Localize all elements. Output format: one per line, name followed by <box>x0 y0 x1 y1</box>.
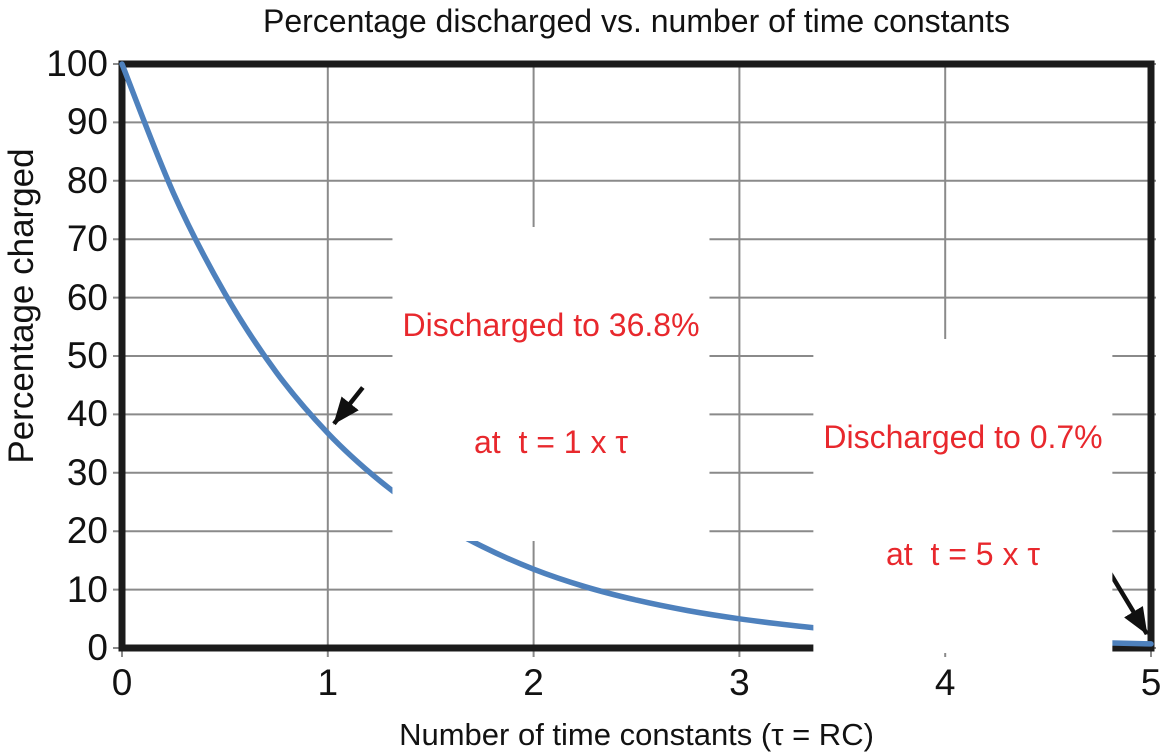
y-tick-label: 100 <box>46 43 108 84</box>
y-tick-label: 70 <box>66 218 108 260</box>
y-tick-label: 80 <box>66 159 108 201</box>
annotation-line-1: Discharged to 36.8% <box>402 307 700 343</box>
x-tick-label: 5 <box>1140 662 1160 703</box>
x-tick-label: 1 <box>317 662 339 703</box>
annotation-arrow <box>332 386 365 426</box>
y-tick-label: 40 <box>66 393 108 435</box>
y-tick-label: 0 <box>87 627 108 668</box>
y-tick-label: 60 <box>66 276 108 318</box>
annotation-line-1: Discharged to 0.7% <box>823 419 1103 455</box>
x-tick-label: 3 <box>729 662 750 703</box>
x-tick-label: 2 <box>523 662 544 703</box>
x-axis-label: Number of time constants (τ = RC) <box>399 717 874 752</box>
y-tick-label: 30 <box>66 451 108 493</box>
x-tick-label: 4 <box>934 662 956 703</box>
y-tick-label: 90 <box>66 101 108 143</box>
annotation-discharged-0-7: Discharged to 0.7% at t = 5 x τ <box>813 339 1113 653</box>
annotation-discharged-36-8: Discharged to 36.8% at t = 1 x τ <box>392 227 710 541</box>
x-tick-label: 0 <box>111 662 133 703</box>
y-tick-label: 20 <box>66 510 108 552</box>
annotation-line-2: at t = 1 x τ <box>473 424 629 460</box>
chart-title: Percentage discharged vs. number of time… <box>262 3 1011 39</box>
y-tick-label: 50 <box>66 335 108 376</box>
annotation-line-2: at t = 5 x τ <box>885 536 1041 572</box>
plot-frame <box>118 60 1155 652</box>
y-tick-label: 10 <box>66 568 108 610</box>
